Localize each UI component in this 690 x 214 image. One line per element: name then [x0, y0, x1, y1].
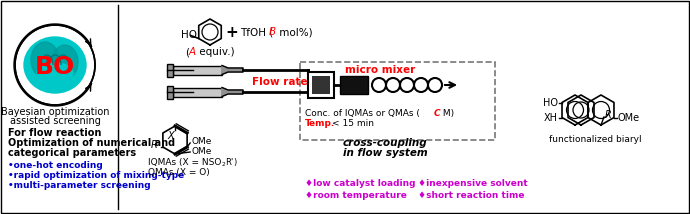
Circle shape	[15, 25, 95, 105]
Text: R: R	[605, 110, 612, 120]
Text: equiv.): equiv.)	[196, 47, 235, 57]
Bar	[312, 76, 330, 94]
Text: HO: HO	[543, 98, 558, 107]
Text: ♦room temperature: ♦room temperature	[305, 192, 407, 201]
Text: $_2$R'): $_2$R')	[221, 157, 238, 169]
Polygon shape	[222, 65, 243, 74]
Bar	[167, 64, 173, 76]
Text: QMAs (X = O): QMAs (X = O)	[148, 168, 210, 177]
Text: M): M)	[440, 108, 454, 117]
Text: Temp.: Temp.	[305, 119, 335, 128]
Text: OMe: OMe	[191, 147, 212, 156]
Bar	[173, 88, 222, 97]
Text: A: A	[189, 47, 196, 57]
Text: •multi-parameter screening: •multi-parameter screening	[8, 180, 150, 190]
Ellipse shape	[37, 63, 73, 83]
Text: ♦low catalyst loading: ♦low catalyst loading	[305, 178, 415, 187]
Text: OMe: OMe	[191, 138, 212, 147]
Text: functionalized biaryl: functionalized biaryl	[549, 135, 641, 144]
Text: HO: HO	[181, 30, 197, 40]
Polygon shape	[222, 88, 243, 97]
Bar	[173, 65, 222, 74]
Text: mol%): mol%)	[276, 27, 313, 37]
Ellipse shape	[24, 37, 86, 93]
Text: X: X	[167, 131, 174, 141]
Text: cross-coupling: cross-coupling	[343, 138, 427, 148]
Bar	[167, 86, 173, 98]
Text: •rapid optimization of mixing-type: •rapid optimization of mixing-type	[8, 171, 184, 180]
Text: (: (	[185, 47, 189, 57]
Text: Conc. of IQMAs or QMAs (: Conc. of IQMAs or QMAs (	[305, 108, 420, 117]
Ellipse shape	[31, 42, 59, 78]
Text: Flow rate: Flow rate	[252, 77, 308, 87]
Text: BO: BO	[35, 55, 75, 79]
Text: micro mixer: micro mixer	[345, 65, 415, 75]
Text: For flow reaction: For flow reaction	[8, 128, 101, 138]
Bar	[340, 76, 368, 94]
Text: ♦short reaction time: ♦short reaction time	[418, 192, 524, 201]
Text: R: R	[151, 140, 158, 150]
Text: C: C	[434, 108, 441, 117]
Text: B: B	[269, 27, 276, 37]
Text: ♦inexpensive solvent: ♦inexpensive solvent	[418, 178, 528, 187]
Ellipse shape	[52, 45, 78, 79]
Text: assisted screening: assisted screening	[10, 116, 101, 126]
Bar	[300, 62, 495, 140]
Bar	[308, 72, 334, 98]
Text: categorical parameters: categorical parameters	[8, 148, 136, 158]
Text: Optimization of numerical and: Optimization of numerical and	[8, 138, 175, 148]
Text: XH: XH	[544, 113, 558, 122]
Text: IQMAs (X = NSO: IQMAs (X = NSO	[148, 159, 221, 168]
Text: OMe: OMe	[618, 113, 640, 122]
Text: TfOH (: TfOH (	[240, 27, 273, 37]
Text: Bayesian optimization: Bayesian optimization	[1, 107, 109, 117]
Text: < 15 min: < 15 min	[332, 119, 374, 128]
Text: •one-hot encoding: •one-hot encoding	[8, 160, 103, 169]
Text: +: +	[226, 24, 238, 40]
Text: in flow system: in flow system	[343, 148, 427, 158]
